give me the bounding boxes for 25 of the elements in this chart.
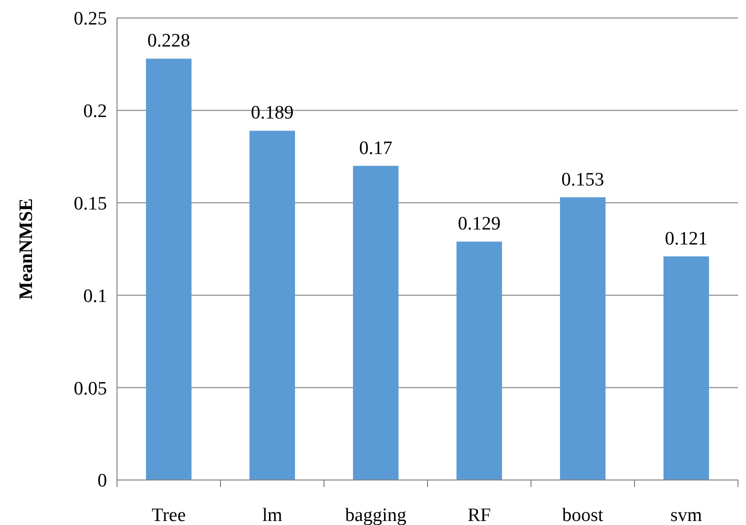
bar bbox=[663, 256, 710, 480]
data-label: 0.153 bbox=[561, 169, 604, 190]
data-label: 0.121 bbox=[664, 228, 708, 250]
x-tick-label: bagging bbox=[345, 505, 407, 525]
x-tick-label: RF bbox=[468, 505, 491, 525]
y-tick-label: 0.25 bbox=[74, 8, 107, 30]
data-label: 0.228 bbox=[147, 30, 190, 52]
data-label: 0.17 bbox=[359, 138, 392, 159]
y-tick-label: 0.05 bbox=[74, 378, 107, 400]
y-tick-label: 0.15 bbox=[74, 193, 107, 214]
x-tick-label: Tree bbox=[152, 505, 186, 525]
x-tick-label: svm bbox=[670, 505, 702, 525]
x-tick-label: lm bbox=[262, 505, 282, 525]
y-tick-label: 0.2 bbox=[83, 101, 107, 122]
bar bbox=[146, 58, 192, 480]
bar bbox=[560, 197, 606, 480]
data-label: 0.129 bbox=[458, 214, 501, 235]
y-tick-label: 0 bbox=[98, 470, 107, 492]
x-tick-label: boost bbox=[562, 505, 604, 525]
bar bbox=[352, 166, 399, 480]
data-label: 0.189 bbox=[250, 102, 294, 124]
bar bbox=[249, 130, 296, 480]
bar bbox=[456, 242, 502, 480]
y-axis-title: MeanNMSE bbox=[16, 198, 37, 300]
y-tick-label: 0.1 bbox=[83, 286, 107, 307]
